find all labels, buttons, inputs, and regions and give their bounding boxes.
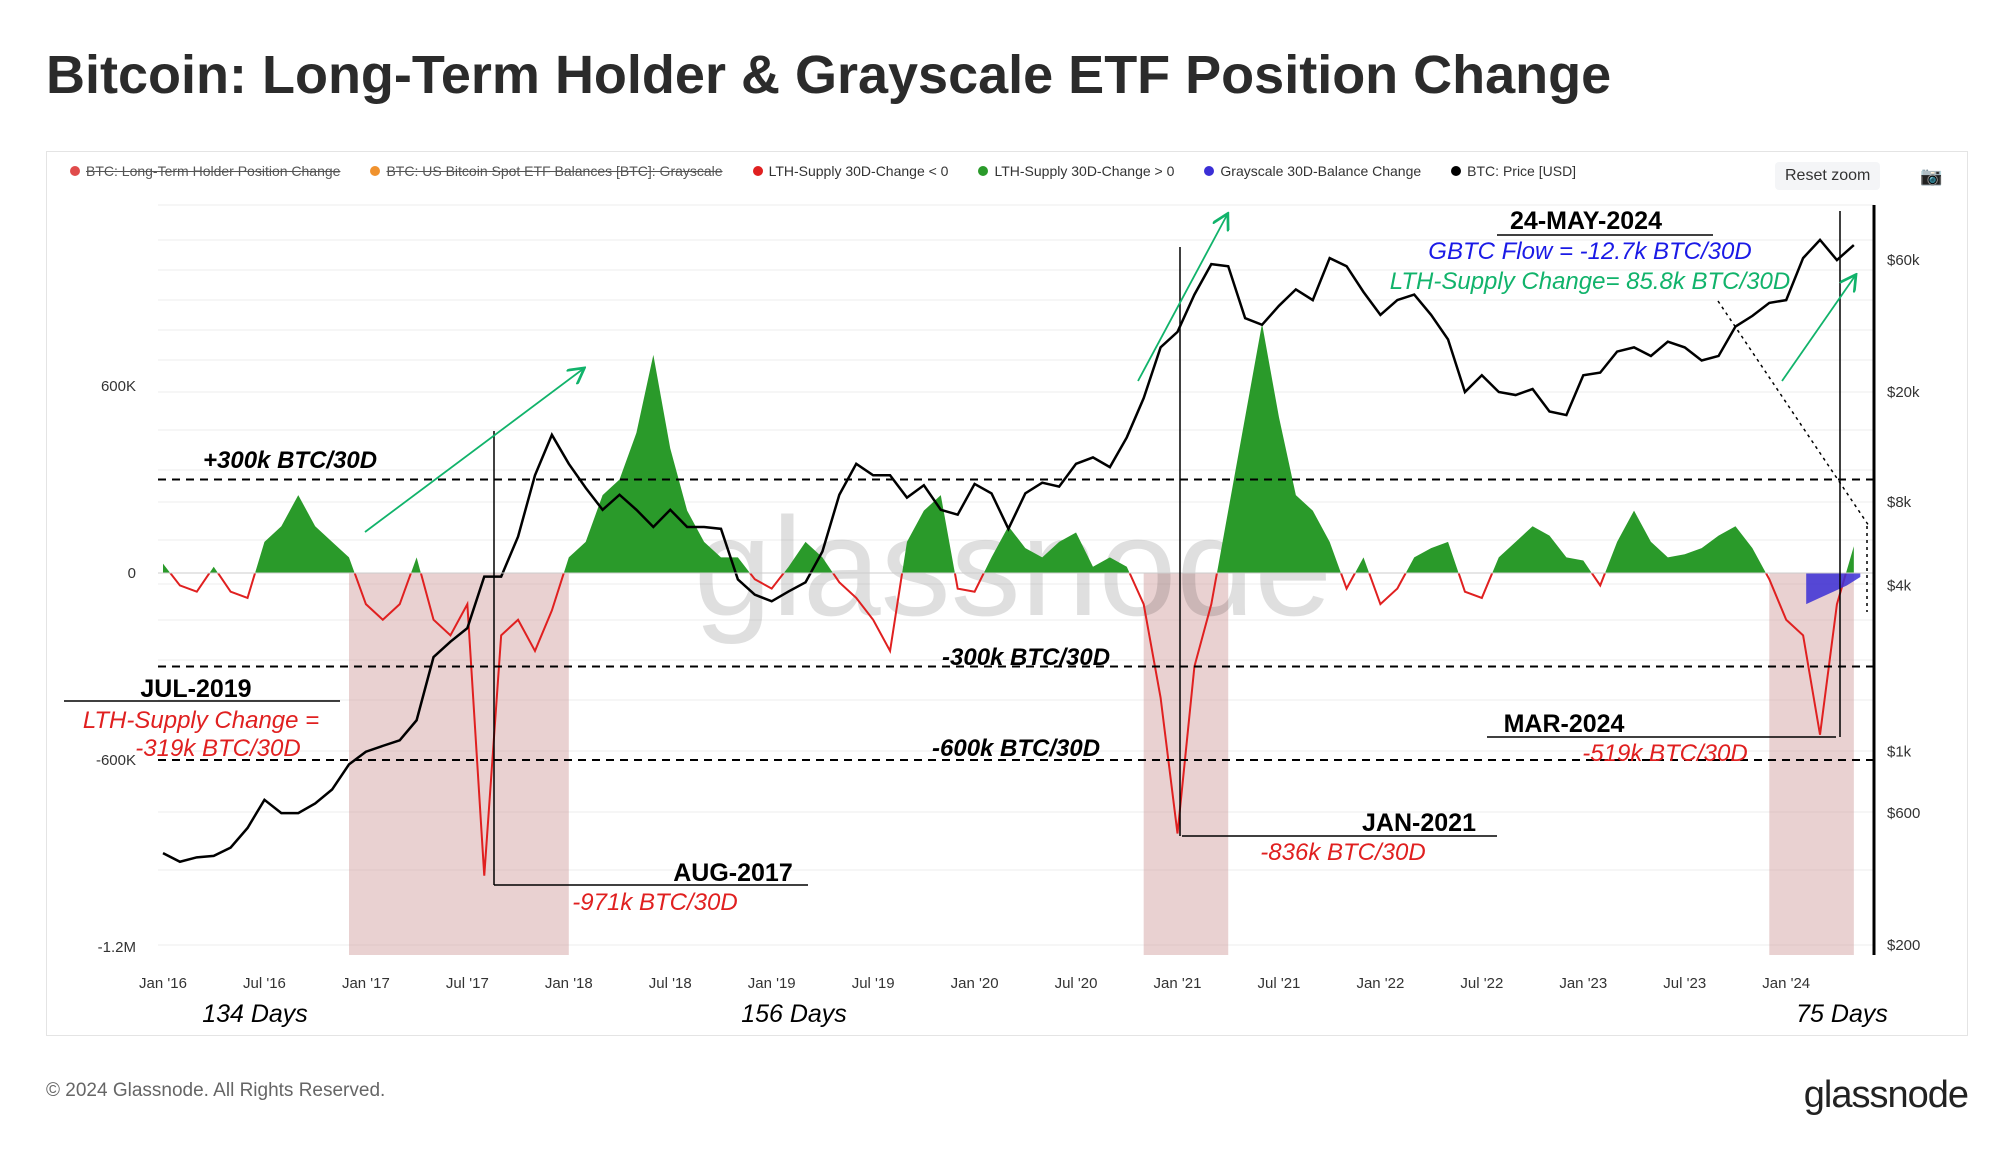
legend-label: BTC: Price [USD] xyxy=(1467,163,1577,179)
annotation-jan2021-date: JAN-2021 xyxy=(1362,809,1476,837)
annotation-aug2017-date: AUG-2017 xyxy=(673,859,793,887)
annotation-may2024-gbtc: GBTC Flow = -12.7k BTC/30D xyxy=(1428,238,1751,265)
x-tick-label: Jul '22 xyxy=(1460,975,1503,992)
x-tick-label: Jul '18 xyxy=(649,975,692,992)
legend: BTC: Long-Term Holder Position Change BTC… xyxy=(70,163,1576,179)
legend-dot-icon xyxy=(1204,166,1215,176)
page-title: Bitcoin: Long-Term Holder & Grayscale ET… xyxy=(46,45,1612,105)
y-left-tick-label: 0 xyxy=(128,565,136,582)
x-tick-label: Jul '17 xyxy=(446,975,489,992)
x-tick-label: Jan '21 xyxy=(1154,975,1202,992)
annotation-jul2019-line1: LTH-Supply Change = xyxy=(83,707,319,734)
annotation-may2024-date: 24-MAY-2024 xyxy=(1510,207,1662,235)
annotation-may2024-lth: LTH-Supply Change= 85.8k BTC/30D xyxy=(1390,268,1790,295)
legend-dot-icon xyxy=(978,166,989,176)
annotation-mar2024-date: MAR-2024 xyxy=(1504,710,1625,738)
x-tick-label: Jan '18 xyxy=(545,975,593,992)
x-tick-label: Jul '20 xyxy=(1055,975,1098,992)
legend-label: BTC: US Bitcoin Spot ETF Balances [BTC]:… xyxy=(386,163,723,179)
x-tick-label: Jul '21 xyxy=(1258,975,1301,992)
lth-negative-line xyxy=(168,573,1848,876)
annotation-jul2019-date: JUL-2019 xyxy=(140,675,251,703)
reset-zoom-button[interactable]: Reset zoom xyxy=(1775,162,1881,190)
y-right-tick-label: $20k xyxy=(1887,384,1920,401)
x-tick-label: Jan '19 xyxy=(748,975,796,992)
days-label-1: 134 Days xyxy=(202,1000,308,1028)
legend-dot-icon xyxy=(752,166,763,176)
y-right-tick-label: $60k xyxy=(1887,252,1920,269)
shaded-period xyxy=(1143,573,1229,955)
days-label-2: 156 Days xyxy=(741,1000,847,1028)
y-right-tick-label: $8k xyxy=(1887,494,1912,511)
glassnode-logo: glassnode xyxy=(1803,1074,1969,1116)
legend-item[interactable]: LTH-Supply 30D-Change > 0 xyxy=(978,163,1174,179)
legend-label: BTC: Long-Term Holder Position Change xyxy=(86,163,341,179)
legend-item[interactable]: LTH-Supply 30D-Change < 0 xyxy=(752,163,949,179)
y-left-tick-label: -1.2M xyxy=(98,939,136,956)
legend-label: LTH-Supply 30D-Change > 0 xyxy=(994,163,1175,179)
annotation-jul2019-line2: -319k BTC/30D xyxy=(135,735,300,762)
y-right-tick-label: $1k xyxy=(1887,744,1912,761)
legend-item[interactable]: BTC: Price [USD] xyxy=(1451,163,1576,179)
x-tick-label: Jan '23 xyxy=(1559,975,1607,992)
x-tick-label: Jul '16 xyxy=(243,975,286,992)
days-label-3: 75 Days xyxy=(1796,1000,1888,1028)
ref-label-plus300k: +300k BTC/30D xyxy=(203,447,377,474)
y-right-tick-label: $4k xyxy=(1887,577,1912,594)
y-left-tick-label: 600K xyxy=(101,378,136,395)
x-tick-label: Jan '17 xyxy=(342,975,390,992)
btc-price-line xyxy=(162,237,1855,864)
legend-dot-icon xyxy=(1451,166,1462,176)
y-right-tick-label: $600 xyxy=(1887,805,1920,822)
x-tick-label: Jan '16 xyxy=(139,975,187,992)
x-tick-label: Jul '19 xyxy=(852,975,895,992)
ref-label-minus300k: -300k BTC/30D xyxy=(942,644,1110,671)
x-tick-label: Jan '24 xyxy=(1762,975,1810,992)
x-tick-label: Jan '22 xyxy=(1356,975,1404,992)
shaded-period xyxy=(348,573,569,955)
ref-label-minus600k: -600k BTC/30D xyxy=(932,735,1100,762)
annotation-jan2021-value: -836k BTC/30D xyxy=(1260,839,1425,866)
camera-icon[interactable]: 📷 xyxy=(1920,166,1943,186)
shaded-period xyxy=(1769,573,1854,955)
grayscale-change-area xyxy=(1806,573,1861,605)
legend-label: LTH-Supply 30D-Change < 0 xyxy=(768,163,949,179)
legend-item[interactable]: BTC: US Bitcoin Spot ETF Balances [BTC]:… xyxy=(370,163,723,179)
legend-dot-icon xyxy=(70,166,80,176)
legend-item[interactable]: Grayscale 30D-Balance Change xyxy=(1204,163,1421,179)
y-left-tick-label: -600K xyxy=(96,752,136,769)
annotation-aug2017-value: -971k BTC/30D xyxy=(572,889,737,916)
chart-panel xyxy=(46,151,1968,1036)
copyright: © 2024 Glassnode. All Rights Reserved. xyxy=(46,1080,386,1101)
y-right-tick-label: $200 xyxy=(1887,937,1920,954)
annotation-mar2024-value: -519k BTC/30D xyxy=(1582,740,1747,767)
x-tick-label: Jul '23 xyxy=(1663,975,1706,992)
legend-item[interactable]: BTC: Long-Term Holder Position Change xyxy=(70,163,340,179)
x-tick-label: Jan '20 xyxy=(951,975,999,992)
legend-dot-icon xyxy=(370,166,381,176)
lth-positive-area xyxy=(163,323,1854,573)
legend-label: Grayscale 30D-Balance Change xyxy=(1220,163,1422,179)
